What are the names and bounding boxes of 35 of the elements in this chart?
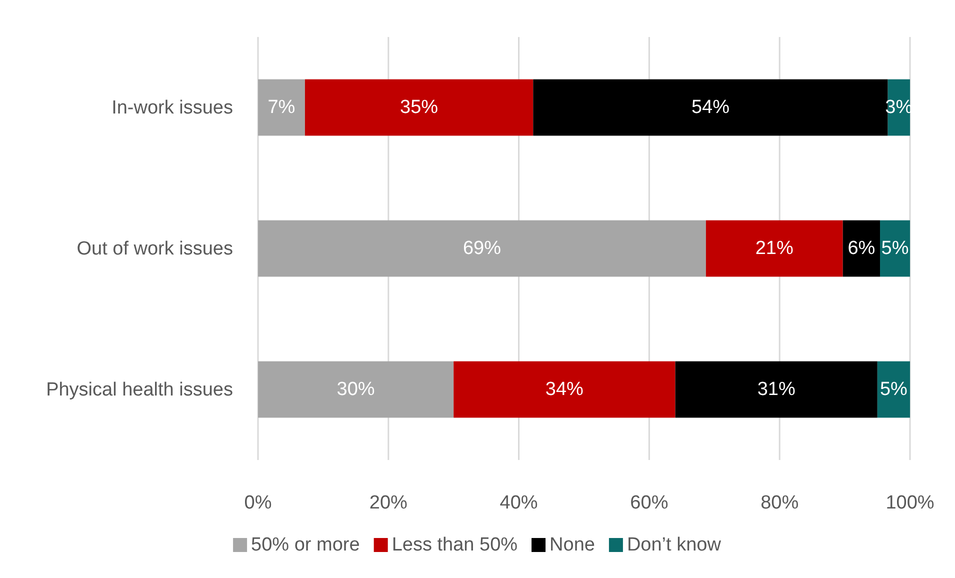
data-label: 34% — [545, 379, 584, 400]
bar — [258, 220, 706, 277]
data-label: 6% — [848, 238, 876, 259]
legend-label: None — [550, 534, 595, 556]
data-label: 21% — [755, 238, 794, 259]
bar — [675, 361, 878, 418]
legend-label: 50% or more — [251, 534, 360, 556]
data-label: 30% — [336, 379, 375, 400]
y-tick-label: Out of work issues — [76, 238, 233, 260]
bar — [877, 361, 910, 418]
x-tick-label: 0% — [244, 492, 272, 514]
legend-label: Less than 50% — [392, 534, 518, 556]
bar — [706, 220, 843, 277]
x-tick-label: 20% — [369, 492, 408, 514]
x-tick-label: 100% — [886, 492, 934, 514]
bar — [454, 361, 676, 418]
data-label: 7% — [268, 97, 296, 118]
x-tick-label: 80% — [760, 492, 799, 514]
data-label: 54% — [691, 97, 730, 118]
y-tick-label: In-work issues — [112, 98, 233, 119]
bar — [842, 220, 880, 277]
data-label: 69% — [462, 238, 502, 259]
x-tick-label: 60% — [630, 492, 668, 514]
data-label: 5% — [880, 379, 908, 400]
x-tick-label: 40% — [500, 492, 538, 514]
bar — [304, 79, 534, 136]
bar — [533, 79, 888, 136]
data-label: 31% — [757, 379, 796, 400]
y-tick-label: Physical health issues — [46, 380, 233, 401]
data-label: 35% — [400, 97, 438, 118]
legend-label: Don’t know — [626, 534, 722, 556]
bar — [258, 361, 454, 418]
bar — [258, 79, 305, 136]
data-label: 5% — [881, 238, 909, 259]
bar — [880, 220, 910, 277]
